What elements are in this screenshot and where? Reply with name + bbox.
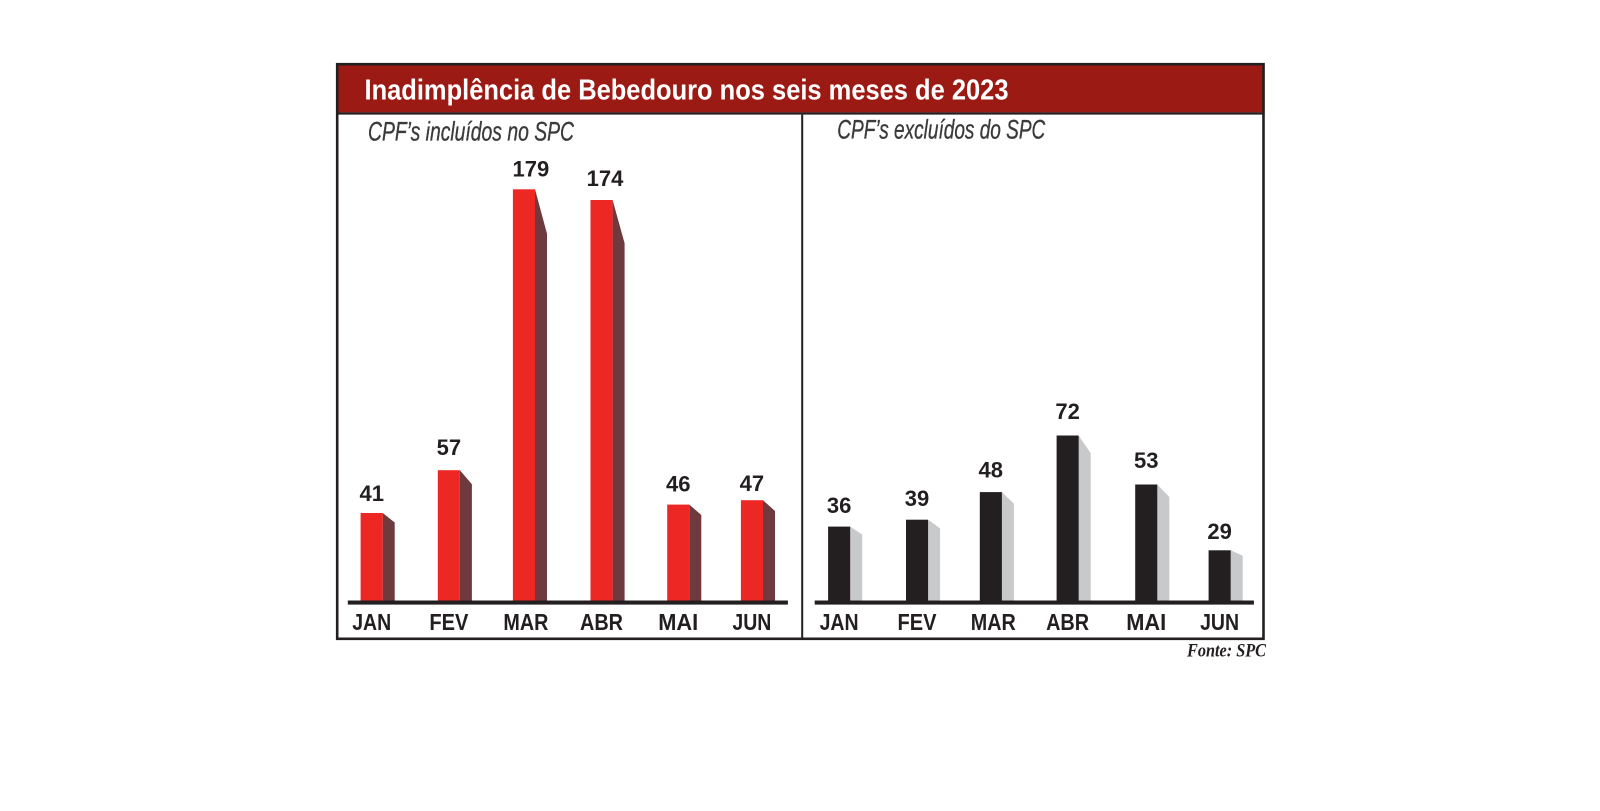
svg-text:ABR: ABR [1046, 609, 1089, 635]
svg-text:MAR: MAR [503, 609, 548, 635]
svg-text:41: 41 [359, 481, 383, 506]
svg-text:53: 53 [1134, 448, 1158, 473]
svg-text:57: 57 [437, 435, 461, 460]
svg-text:46: 46 [666, 472, 690, 497]
svg-text:JUN: JUN [732, 609, 771, 635]
svg-text:72: 72 [1055, 399, 1079, 424]
svg-text:179: 179 [513, 156, 550, 181]
svg-text:FEV: FEV [429, 609, 469, 635]
svg-text:Inadimplência de Bebedouro nos: Inadimplência de Bebedouro nos seis mese… [365, 75, 1009, 107]
svg-text:MAI: MAI [1126, 609, 1166, 635]
svg-text:JAN: JAN [352, 609, 391, 635]
svg-text:JUN: JUN [1200, 609, 1239, 635]
svg-text:FEV: FEV [898, 609, 938, 635]
svg-text:39: 39 [905, 486, 929, 511]
svg-text:48: 48 [979, 458, 1003, 483]
svg-text:29: 29 [1207, 519, 1231, 544]
svg-text:MAI: MAI [658, 609, 698, 635]
svg-text:47: 47 [740, 471, 764, 496]
svg-text:ABR: ABR [580, 609, 623, 635]
svg-text:Fonte: SPC: Fonte: SPC [1186, 641, 1266, 662]
svg-text:CPF’s incluídos no SPC: CPF’s incluídos no SPC [368, 117, 574, 147]
svg-text:JAN: JAN [820, 609, 859, 635]
svg-text:MAR: MAR [971, 609, 1016, 635]
svg-text:174: 174 [587, 166, 624, 191]
svg-text:CPF’s excluídos do SPC: CPF’s excluídos do SPC [837, 115, 1045, 145]
svg-text:36: 36 [827, 493, 851, 518]
